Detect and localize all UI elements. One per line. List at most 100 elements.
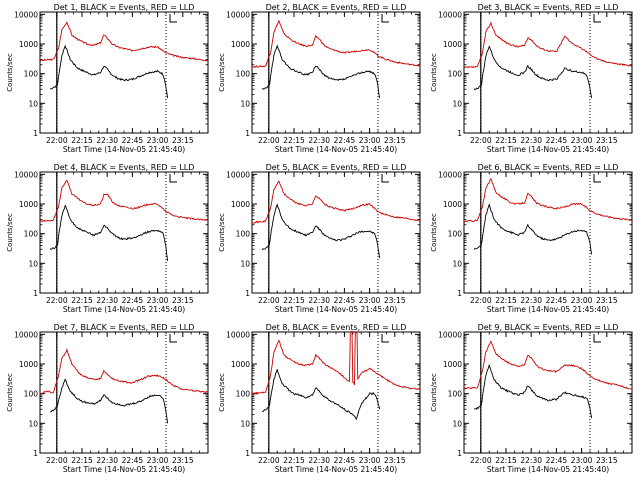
y-tick-label: 100 [24, 390, 39, 399]
x-tick-label: 23:00 [359, 456, 381, 465]
y-tick-label: 1 [245, 129, 250, 138]
events-series-line [473, 45, 593, 99]
events-series-line [261, 44, 381, 99]
chart-panel-2: 1 10 100 1000 10000 22:00 22:15 22:30 22:45 23:00… [218, 3, 421, 154]
y-tick-label: 1000 [443, 200, 462, 209]
y-axis-label: Counts/sec [430, 213, 438, 252]
x-tick-label: 23:15 [596, 296, 618, 305]
x-tick-label: 23:15 [384, 456, 406, 465]
x-tick-label: 22:00 [470, 456, 492, 465]
chart-panel-9: 1 10 100 1000 10000 22:00 22:15 22:30 22:45 23:00… [430, 323, 633, 474]
y-axis-label: Counts/sec [218, 213, 226, 252]
y-tick-label: 1000 [443, 40, 462, 49]
legend-glyph [593, 334, 601, 343]
x-tick-label: 22:15 [495, 296, 517, 305]
panel-title: Det 5, BLACK = Events, RED = LLD [266, 163, 407, 172]
legend-glyph [169, 334, 177, 343]
x-tick-label: 23:15 [172, 136, 194, 145]
y-tick-label: 100 [448, 70, 463, 79]
y-axis-label: Counts/sec [6, 373, 14, 412]
x-tick-label: 23:00 [359, 296, 381, 305]
x-tick-label: 22:00 [258, 296, 280, 305]
plot-frame [39, 331, 209, 454]
chart-panel-4: 1 10 100 1000 10000 22:00 22:15 22:30 22:45 23:00… [6, 163, 209, 314]
panel-title: Det 9, BLACK = Events, RED = LLD [478, 323, 619, 332]
y-tick-label: 1 [457, 129, 462, 138]
x-tick-label: 22:00 [46, 296, 68, 305]
y-tick-label: 1000 [19, 40, 38, 49]
plot-frame [251, 331, 421, 454]
y-tick-label: 100 [236, 70, 251, 79]
events-series-line [261, 203, 381, 259]
lld-series-line [463, 21, 633, 69]
y-axis-label: Counts/sec [6, 213, 14, 252]
y-axis-label: Counts/sec [430, 53, 438, 92]
x-tick-label: 22:15 [283, 456, 305, 465]
x-tick-label: 22:00 [258, 136, 280, 145]
y-tick-label: 10 [452, 259, 462, 268]
x-axis-label: Start Time (14-Nov-05 21:45:40) [275, 465, 397, 474]
y-tick-label: 10000 [438, 330, 462, 339]
y-tick-label: 1 [245, 289, 250, 298]
y-tick-label: 100 [448, 230, 463, 239]
plot-frame [39, 171, 209, 294]
plot-frame [251, 11, 421, 134]
legend-glyph [169, 174, 177, 183]
x-tick-label: 22:45 [334, 136, 356, 145]
y-tick-label: 10000 [226, 330, 250, 339]
x-tick-label: 22:15 [283, 136, 305, 145]
plot-frame [463, 331, 633, 454]
legend-glyph [381, 14, 389, 23]
y-tick-label: 1000 [231, 200, 250, 209]
x-tick-label: 23:15 [384, 136, 406, 145]
x-tick-label: 22:45 [122, 296, 144, 305]
y-tick-label: 100 [448, 390, 463, 399]
x-axis-label: Start Time (14-Nov-05 21:45:40) [487, 305, 609, 314]
x-axis-label: Start Time (14-Nov-05 21:45:40) [275, 305, 397, 314]
y-tick-label: 1 [33, 449, 38, 458]
legend-glyph [381, 334, 389, 343]
x-axis-label: Start Time (14-Nov-05 21:45:40) [275, 145, 397, 154]
x-axis-label: Start Time (14-Nov-05 21:45:40) [63, 145, 185, 154]
x-tick-label: 23:15 [172, 456, 194, 465]
chart-panel-1: 1 10 100 1000 10000 22:00 22:15 22:30 22:45 23:00… [6, 3, 209, 154]
lld-series-line [251, 180, 421, 224]
y-tick-label: 1000 [19, 200, 38, 209]
lld-series-line [39, 347, 209, 395]
y-tick-label: 10000 [14, 170, 38, 179]
y-tick-label: 1 [457, 449, 462, 458]
lld-series-line [251, 330, 421, 395]
x-tick-label: 23:15 [596, 136, 618, 145]
y-tick-label: 1000 [443, 360, 462, 369]
x-tick-label: 23:00 [571, 136, 593, 145]
panel-title: Det 8, BLACK = Events, RED = LLD [266, 323, 407, 332]
x-tick-label: 22:45 [122, 136, 144, 145]
panel-title: Det 7, BLACK = Events, RED = LLD [54, 323, 195, 332]
x-tick-label: 22:30 [520, 296, 542, 305]
y-axis-label: Counts/sec [218, 53, 226, 92]
legend-glyph [593, 14, 601, 23]
y-tick-label: 10 [452, 99, 462, 108]
x-axis-label: Start Time (14-Nov-05 21:45:40) [63, 305, 185, 314]
y-tick-label: 1000 [19, 360, 38, 369]
y-tick-label: 10000 [14, 10, 38, 19]
x-tick-label: 22:15 [71, 456, 93, 465]
panel-title: Det 1, BLACK = Events, RED = LLD [54, 3, 195, 12]
x-tick-label: 22:15 [71, 296, 93, 305]
x-tick-label: 23:00 [571, 456, 593, 465]
chart-panel-6: 1 10 100 1000 10000 22:00 22:15 22:30 22:45 23:00… [430, 163, 633, 314]
y-tick-label: 10000 [14, 330, 38, 339]
x-tick-label: 23:00 [147, 136, 169, 145]
x-tick-label: 22:30 [96, 456, 118, 465]
panel-title: Det 6, BLACK = Events, RED = LLD [478, 163, 619, 172]
x-tick-label: 23:00 [359, 136, 381, 145]
lld-series-line [463, 178, 632, 223]
events-series-line [473, 203, 593, 255]
x-tick-label: 22:30 [96, 296, 118, 305]
y-tick-label: 10 [240, 419, 250, 428]
y-tick-label: 10 [28, 259, 38, 268]
x-tick-label: 22:15 [495, 136, 517, 145]
chart-panel-3: 1 10 100 1000 10000 22:00 22:15 22:30 22:45 23:00… [430, 3, 633, 154]
x-tick-label: 22:00 [470, 136, 492, 145]
